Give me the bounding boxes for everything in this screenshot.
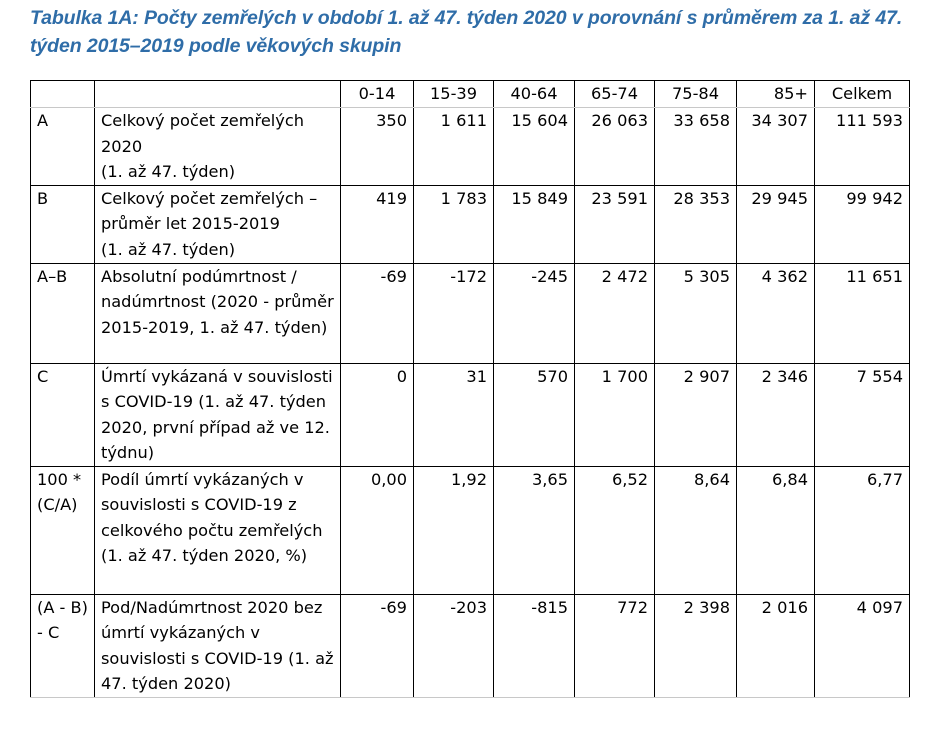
mortality-table: 0-14 15-39 40-64 65-74 75-84 85+ Celkem … [30, 80, 910, 698]
value-cell-15-39: -172 [413, 262, 494, 364]
value-cell-40-64: 570 [493, 362, 575, 467]
header-cell-desc [94, 80, 341, 108]
value-cell-0-14: 419 [340, 184, 414, 264]
value-cell-15-39: 1 783 [413, 184, 494, 264]
value-cell-65-74: 772 [574, 593, 655, 698]
row-description: Podíl úmrtí vykázaných v souvislosti s C… [94, 465, 341, 595]
row-code: (A - B) - C [30, 593, 95, 698]
value-cell-65-74: 6,52 [574, 465, 655, 595]
row-code: B [30, 184, 95, 264]
value-cell-75-84: 5 305 [654, 262, 737, 364]
header-cell-40-64: 40-64 [493, 80, 575, 108]
table-row: A Celkový počet zemřelých 2020 (1. až 47.… [30, 107, 910, 186]
header-cell-total: Celkem [814, 80, 910, 108]
value-cell-15-39: 1,92 [413, 465, 494, 595]
table-row: (A - B) - C Pod/Nadúmrtnost 2020 bez úmrt… [30, 593, 910, 698]
row-code: A–B [30, 262, 95, 364]
value-cell-65-74: 23 591 [574, 184, 655, 264]
value-cell-65-74: 1 700 [574, 362, 655, 467]
value-cell-0-14: 350 [340, 107, 414, 186]
header-cell-65-74: 65-74 [574, 80, 655, 108]
value-cell-85plus: 34 307 [736, 107, 815, 186]
table-row: B Celkový počet zemřelých – průměr let 20… [30, 184, 910, 264]
row-code: A [30, 107, 95, 186]
value-cell-0-14: -69 [340, 593, 414, 698]
value-cell-0-14: -69 [340, 262, 414, 364]
header-cell-0-14: 0-14 [340, 80, 414, 108]
row-description: Celkový počet zemřelých 2020 (1. až 47. … [94, 107, 341, 186]
value-cell-0-14: 0,00 [340, 465, 414, 595]
value-cell-total: 6,77 [814, 465, 910, 595]
value-cell-total: 111 593 [814, 107, 910, 186]
value-cell-65-74: 26 063 [574, 107, 655, 186]
table-body: A Celkový počet zemřelých 2020 (1. až 47.… [30, 107, 910, 698]
value-cell-15-39: -203 [413, 593, 494, 698]
value-cell-40-64: 15 604 [493, 107, 575, 186]
value-cell-total: 99 942 [814, 184, 910, 264]
table-caption: Tabulka 1A: Počty zemřelých v období 1. … [30, 7, 903, 57]
table-row: C Úmrtí vykázaná v souvislosti s COVID-19… [30, 362, 910, 467]
value-cell-75-84: 33 658 [654, 107, 737, 186]
value-cell-40-64: -815 [493, 593, 575, 698]
value-cell-total: 4 097 [814, 593, 910, 698]
header-cell-code [30, 80, 95, 108]
value-cell-85plus: 4 362 [736, 262, 815, 364]
row-code: 100 * (C/A) [30, 465, 95, 595]
row-description: Absolutní podúmrtnost / nadúmrtnost (202… [94, 262, 341, 364]
value-cell-75-84: 28 353 [654, 184, 737, 264]
value-cell-75-84: 2 907 [654, 362, 737, 467]
value-cell-total: 7 554 [814, 362, 910, 467]
header-cell-15-39: 15-39 [413, 80, 494, 108]
value-cell-40-64: -245 [493, 262, 575, 364]
value-cell-85plus: 2 016 [736, 593, 815, 698]
row-description: Úmrtí vykázaná v souvislosti s COVID-19 … [94, 362, 341, 467]
table-row: 100 * (C/A) Podíl úmrtí vykázaných v souv… [30, 465, 910, 595]
value-cell-75-84: 8,64 [654, 465, 737, 595]
row-code: C [30, 362, 95, 467]
header-cell-85plus: 85+ [736, 80, 815, 108]
value-cell-85plus: 2 346 [736, 362, 815, 467]
value-cell-85plus: 29 945 [736, 184, 815, 264]
value-cell-85plus: 6,84 [736, 465, 815, 595]
value-cell-65-74: 2 472 [574, 262, 655, 364]
value-cell-40-64: 15 849 [493, 184, 575, 264]
header-cell-75-84: 75-84 [654, 80, 737, 108]
table-row: A–B Absolutní podúmrtnost / nadúmrtnost (… [30, 262, 910, 364]
value-cell-75-84: 2 398 [654, 593, 737, 698]
row-description: Celkový počet zemřelých – průměr let 201… [94, 184, 341, 264]
header-row: 0-14 15-39 40-64 65-74 75-84 85+ Celkem [30, 80, 910, 108]
value-cell-40-64: 3,65 [493, 465, 575, 595]
value-cell-15-39: 31 [413, 362, 494, 467]
value-cell-total: 11 651 [814, 262, 910, 364]
value-cell-0-14: 0 [340, 362, 414, 467]
value-cell-15-39: 1 611 [413, 107, 494, 186]
row-description: Pod/Nadúmrtnost 2020 bez úmrtí vykázanýc… [94, 593, 341, 698]
